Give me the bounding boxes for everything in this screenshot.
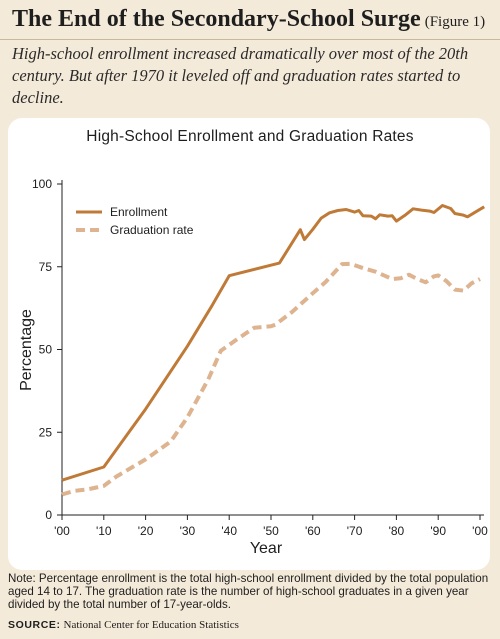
y-tick-label: 75 (39, 260, 53, 274)
y-tick-label: 0 (45, 508, 52, 522)
figure-heading: The End of the Secondary-School Surge (Fi… (12, 6, 492, 33)
x-tick-label: '60 (305, 524, 321, 538)
graduation-rate-line (61, 261, 481, 497)
chart-legend: Enrollment Graduation rate (76, 205, 194, 237)
x-tick-label: '00 (54, 524, 70, 538)
chart-panel (8, 118, 490, 570)
chart-axes (61, 180, 484, 516)
chart-ticks: 0 25 50 75 100 '00 '10 '20 '30 '40 '50 '60 '70 '80 '90… (32, 177, 488, 538)
x-tick-label: '20 (138, 524, 154, 538)
line-chart: 0 25 50 75 100 '00 '10 '20 '30 '40 '50 '60 '70 '80 '90… (18, 177, 488, 557)
figure-label: (Figure 1) (424, 14, 486, 30)
y-axis-label: Percentage (18, 309, 35, 391)
x-tick-label: '30 (180, 524, 196, 538)
x-tick-label: '80 (389, 524, 405, 538)
legend-label-enrollment: Enrollment (110, 205, 168, 219)
chart-series (61, 204, 485, 497)
page-title: The End of the Secondary-School Surge (12, 6, 421, 32)
source-line: SOURCE: National Center for Education St… (8, 619, 492, 631)
x-tick-label: '90 (430, 524, 446, 538)
enrollment-line (61, 204, 485, 482)
x-tick-label: '70 (347, 524, 363, 538)
page-subtitle: High-school enrollment increased dramati… (12, 44, 469, 107)
chart-title: High-School Enrollment and Graduation Ra… (86, 128, 414, 145)
chart-note: Note: Percentage enrollment is the total… (8, 572, 489, 611)
x-tick-label: '40 (221, 524, 237, 538)
x-tick-label: '00 (472, 524, 488, 538)
legend-label-graduation-rate: Graduation rate (110, 223, 194, 237)
y-tick-label: 25 (39, 425, 53, 439)
y-tick-label: 50 (39, 343, 53, 357)
x-tick-label: '50 (263, 524, 279, 538)
x-tick-label: '10 (96, 524, 112, 538)
x-axis-label: Year (250, 540, 283, 557)
source-label: SOURCE: (8, 619, 61, 631)
header-divider (0, 39, 500, 40)
source-text: National Center for Education Statistics (63, 619, 239, 631)
y-tick-label: 100 (32, 177, 52, 191)
